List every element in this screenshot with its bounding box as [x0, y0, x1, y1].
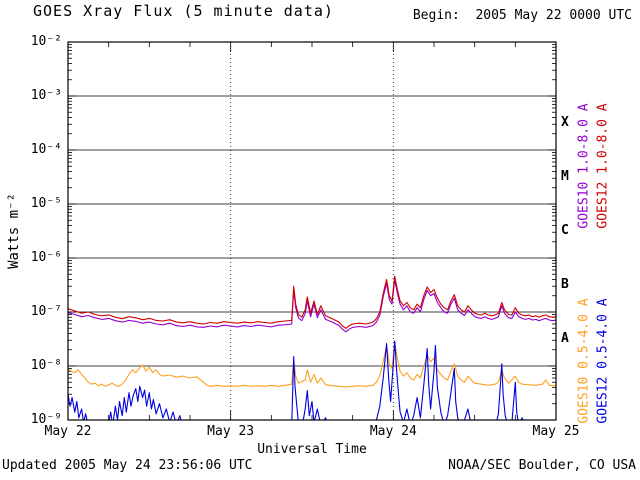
- x-axis-title: Universal Time: [257, 442, 367, 457]
- series-label-goes12-short: GOES12 0.5-4.0 A: [595, 298, 611, 424]
- y-tick-label: 10⁻⁵: [30, 196, 62, 211]
- y-tick-label: 10⁻⁶: [30, 250, 62, 265]
- flare-class-label: X: [561, 115, 569, 131]
- series-label-goes10-long: GOES10 1.0-8.0 A: [576, 103, 592, 229]
- series-goes12-long: [68, 275, 556, 329]
- y-tick-label: 10⁻²: [30, 34, 62, 49]
- y-tick-label: 10⁻⁸: [30, 358, 62, 373]
- updated-timestamp: Updated 2005 May 24 23:56:06 UTC: [2, 458, 253, 473]
- plot-border: [67, 41, 557, 421]
- x-tick-label: May 22: [44, 424, 92, 439]
- series-goes10-short: [68, 342, 556, 388]
- y-tick-label: 10⁻³: [30, 88, 62, 103]
- x-tick-label: May 25: [532, 424, 580, 439]
- flare-class-label: B: [561, 277, 569, 293]
- x-tick-label: May 24: [369, 424, 417, 439]
- series-goes10-long: [68, 279, 556, 333]
- series-label-goes10-short: GOES10 0.5-4.0 A: [576, 298, 592, 424]
- flare-class-label: A: [561, 331, 569, 347]
- y-tick-label: 10⁻⁴: [30, 142, 62, 157]
- flare-class-label: C: [561, 223, 569, 239]
- begin-timestamp: Begin: 2005 May 22 0000 UTC: [412, 8, 632, 23]
- series-label-goes12-long: GOES12 1.0-8.0 A: [595, 103, 611, 229]
- y-tick-label: 10⁻⁹: [30, 412, 62, 427]
- source-credit: NOAA/SEC Boulder, CO USA: [448, 458, 636, 473]
- flare-class-label: M: [561, 169, 569, 185]
- chart-title: GOES Xray Flux (5 minute data): [33, 2, 334, 20]
- x-tick-label: May 23: [207, 424, 255, 439]
- series-goes12-short: [68, 340, 543, 420]
- y-tick-label: 10⁻⁷: [30, 304, 62, 319]
